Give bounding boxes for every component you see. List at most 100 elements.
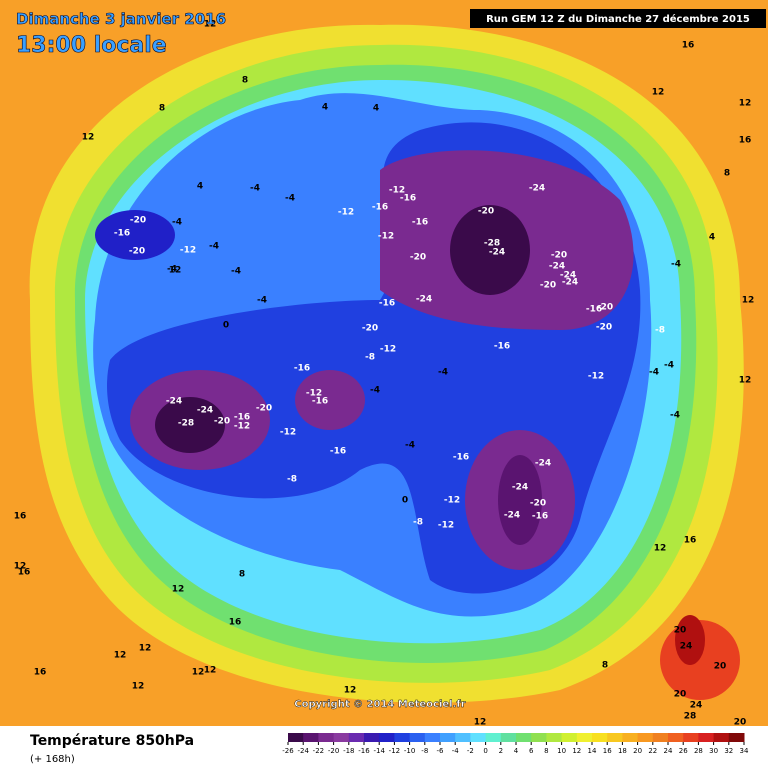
legend-tick-label: 12 [572,747,581,755]
contour-label: -24 [529,184,545,194]
contour-label: -4 [649,368,659,378]
contour-label: -12 [234,422,250,432]
legend-tick-label: -18 [343,747,354,755]
contour-label: 16 [18,568,31,578]
legend-swatch [333,733,350,742]
contour-label: -12 [338,208,354,218]
run-box [470,9,766,28]
contour-label: -16 [494,342,510,352]
contour-label: 8 [724,169,730,179]
contour-label: 12 [204,20,217,30]
contour-label: -28 [484,239,500,249]
contour-label: 12 [114,651,127,661]
contour-label: -4 [285,194,295,204]
contour-label: 12 [344,686,357,696]
contour-label: 12 [169,266,182,276]
contour-label: -12 [378,232,394,242]
contour-label: -16 [114,229,130,239]
contour-label: -12 [380,345,396,355]
contour-label: -8 [365,353,375,363]
legend-swatch [668,733,684,742]
legend-swatch [637,733,654,742]
contour-label: -20 [596,323,612,333]
legend-swatch [409,733,426,742]
legend-swatch [607,733,623,742]
contour-label: -20 [256,404,272,414]
contour-label: -16 [412,218,428,228]
contour-label: 16 [34,668,47,678]
contour-label: -16 [294,364,310,374]
contour-label: 20 [674,626,687,636]
legend-swatch [379,733,395,742]
legend-swatch [576,733,593,742]
legend-swatch [622,733,639,742]
legend-tick-label: -2 [467,747,474,755]
contour-label: 12 [132,682,145,692]
contour-label: 20 [714,662,727,672]
contour-label: -24 [535,459,551,469]
contour-label: 12 [652,88,665,98]
legend-swatch [728,733,745,742]
contour-label: -12 [389,186,405,196]
legend-swatch [394,733,411,742]
legend-tick-label: 30 [709,747,718,755]
contour-label: 16 [229,618,242,628]
contour-label: -4 [250,184,260,194]
legend-tick-label: 16 [603,747,612,755]
forecast-time: 13:00 locale [16,33,167,58]
run-info: Run GEM 12 Z du Dimanche 27 décembre 201… [486,13,750,25]
contour-label: -20 [551,251,567,261]
legend-swatch [652,733,669,742]
legend-tick-label: 32 [724,747,733,755]
contour-label: -20 [129,247,145,257]
contour-label: 12 [204,666,217,676]
contour-label: -16 [379,299,395,309]
contour-label: -4 [670,411,680,421]
contour-label: 4 [322,103,328,113]
contour-label: -16 [586,305,602,315]
contour-label: 4 [197,182,203,192]
legend-swatch [364,733,380,742]
contour-label: -4 [405,441,415,451]
contour-label: -12 [444,496,460,506]
legend-tick-label: -12 [389,747,400,755]
contour-label: -28 [178,419,194,429]
legend-swatch [516,733,532,742]
legend-tick-label: -4 [452,747,460,755]
contour-label: -20 [478,207,494,217]
contour-label: 12 [739,376,752,386]
legend-swatch [348,733,365,742]
contour-label: 0 [402,496,408,506]
legend-swatch [485,733,502,742]
contour-label: -4 [370,386,380,396]
color-legend: -26 -24 -22 -20 -18 -16 -14 -12 -10 -8 -6 -4 -2 0 2 4 6 8… [282,733,749,755]
contour-label: -20 [130,216,146,226]
contour-label: 20 [734,718,747,728]
contour-label: -16 [532,512,548,522]
contour-label: 12 [172,585,185,595]
legend-tick-label: 26 [679,747,688,755]
contour-label: 28 [684,712,697,722]
contour-label: -12 [180,246,196,256]
contour-label: 16 [739,136,752,146]
legend-tick-label: 18 [618,747,627,755]
legend-tick-label: -24 [297,747,309,755]
contour-label: -20 [362,324,378,334]
contour-label: -24 [489,248,505,258]
contour-label: -20 [214,417,230,427]
contour-label: 16 [14,512,27,522]
contour-label: -4 [167,265,177,275]
legend-swatch [683,733,699,742]
contour-label: -20 [410,253,426,263]
contour-label: 4 [709,233,715,243]
contour-label: 4 [373,104,379,114]
contour-label: 16 [684,536,697,546]
contour-label: 12 [82,133,95,143]
legend-swatch [561,733,578,742]
contour-label: -24 [549,262,565,272]
legend-swatch [592,733,608,742]
contour-label: 24 [680,642,693,652]
contour-label: 8 [159,104,165,114]
footer-subtitle: (+ 168h) [30,754,75,765]
contour-label: -20 [597,303,613,313]
